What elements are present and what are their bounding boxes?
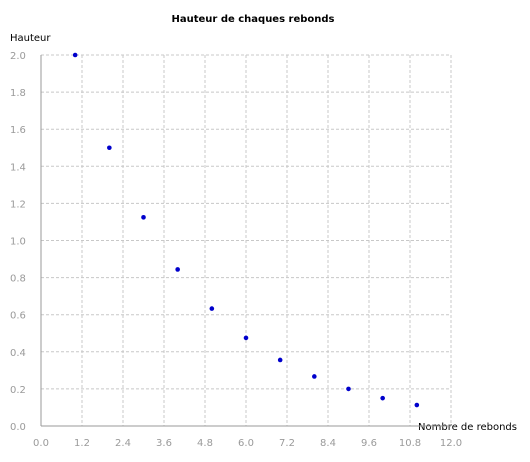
x-tick-label: 0.0 xyxy=(33,438,49,449)
x-tick-label: 3.6 xyxy=(156,438,172,449)
data-point xyxy=(175,267,180,272)
x-tick-label: 1.2 xyxy=(74,438,90,449)
x-tick-label: 7.2 xyxy=(279,438,295,449)
data-point xyxy=(380,395,385,401)
x-axis-label: Nombre de rebonds xyxy=(418,422,517,433)
y-tick-label: 2.0 xyxy=(10,51,26,62)
data-point xyxy=(141,215,146,220)
y-tick-label: 0.6 xyxy=(10,311,26,322)
y-tick-label: 1.6 xyxy=(10,125,26,136)
data-point xyxy=(346,386,351,392)
data-point xyxy=(243,335,249,341)
data-point xyxy=(107,145,112,151)
grid xyxy=(41,54,452,426)
x-tick-label: 12.0 xyxy=(440,438,462,449)
x-tick-label: 2.4 xyxy=(115,438,131,449)
y-tick-label: 1.2 xyxy=(10,199,26,210)
x-tick-label: 10.8 xyxy=(399,438,421,449)
y-tick-label: 1.8 xyxy=(10,88,26,99)
chart-title: Hauteur de chaques rebonds xyxy=(171,14,334,25)
y-tick-label: 0.4 xyxy=(10,348,26,359)
y-tick-label: 1.4 xyxy=(10,162,26,173)
y-axis-label: Hauteur xyxy=(10,33,51,44)
x-tick-label: 8.4 xyxy=(320,438,336,449)
x-tick-label: 4.8 xyxy=(197,438,213,449)
data-point xyxy=(209,306,215,311)
data-points xyxy=(72,52,420,408)
x-tick-label: 6.0 xyxy=(238,438,254,449)
y-tick-label: 0.0 xyxy=(10,422,26,433)
data-point xyxy=(277,357,283,363)
tick-labels: 0.0 1.2 2.4 3.6 4.8 6.0 7.2 8.4 9.6 10.8 12.0 0.0 0.… xyxy=(10,51,462,449)
y-tick-label: 0.2 xyxy=(10,385,26,396)
y-tick-label: 1.0 xyxy=(10,237,26,248)
data-point xyxy=(312,374,317,379)
axes xyxy=(40,55,451,427)
y-tick-label: 0.8 xyxy=(10,274,26,285)
x-tick-label: 9.6 xyxy=(361,438,377,449)
data-point xyxy=(414,402,420,408)
data-point xyxy=(72,52,78,58)
